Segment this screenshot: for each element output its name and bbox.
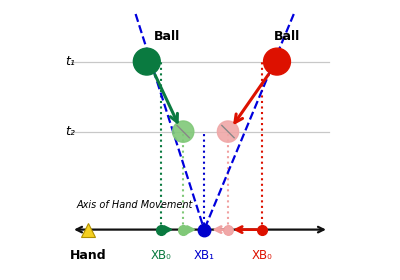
Text: Axis of Hand Movement: Axis of Hand Movement [77, 200, 193, 210]
Circle shape [133, 48, 160, 75]
Text: t₁: t₁ [66, 55, 76, 68]
Text: Ball: Ball [274, 30, 300, 43]
Text: XB₀: XB₀ [251, 249, 272, 262]
Text: t₂: t₂ [66, 125, 76, 138]
Circle shape [264, 48, 290, 75]
Text: Ball: Ball [154, 30, 180, 43]
Text: XB₀: XB₀ [150, 249, 171, 262]
Text: XB₁: XB₁ [194, 249, 215, 262]
Text: Hand: Hand [70, 249, 106, 262]
Circle shape [217, 121, 239, 142]
Circle shape [172, 121, 194, 142]
